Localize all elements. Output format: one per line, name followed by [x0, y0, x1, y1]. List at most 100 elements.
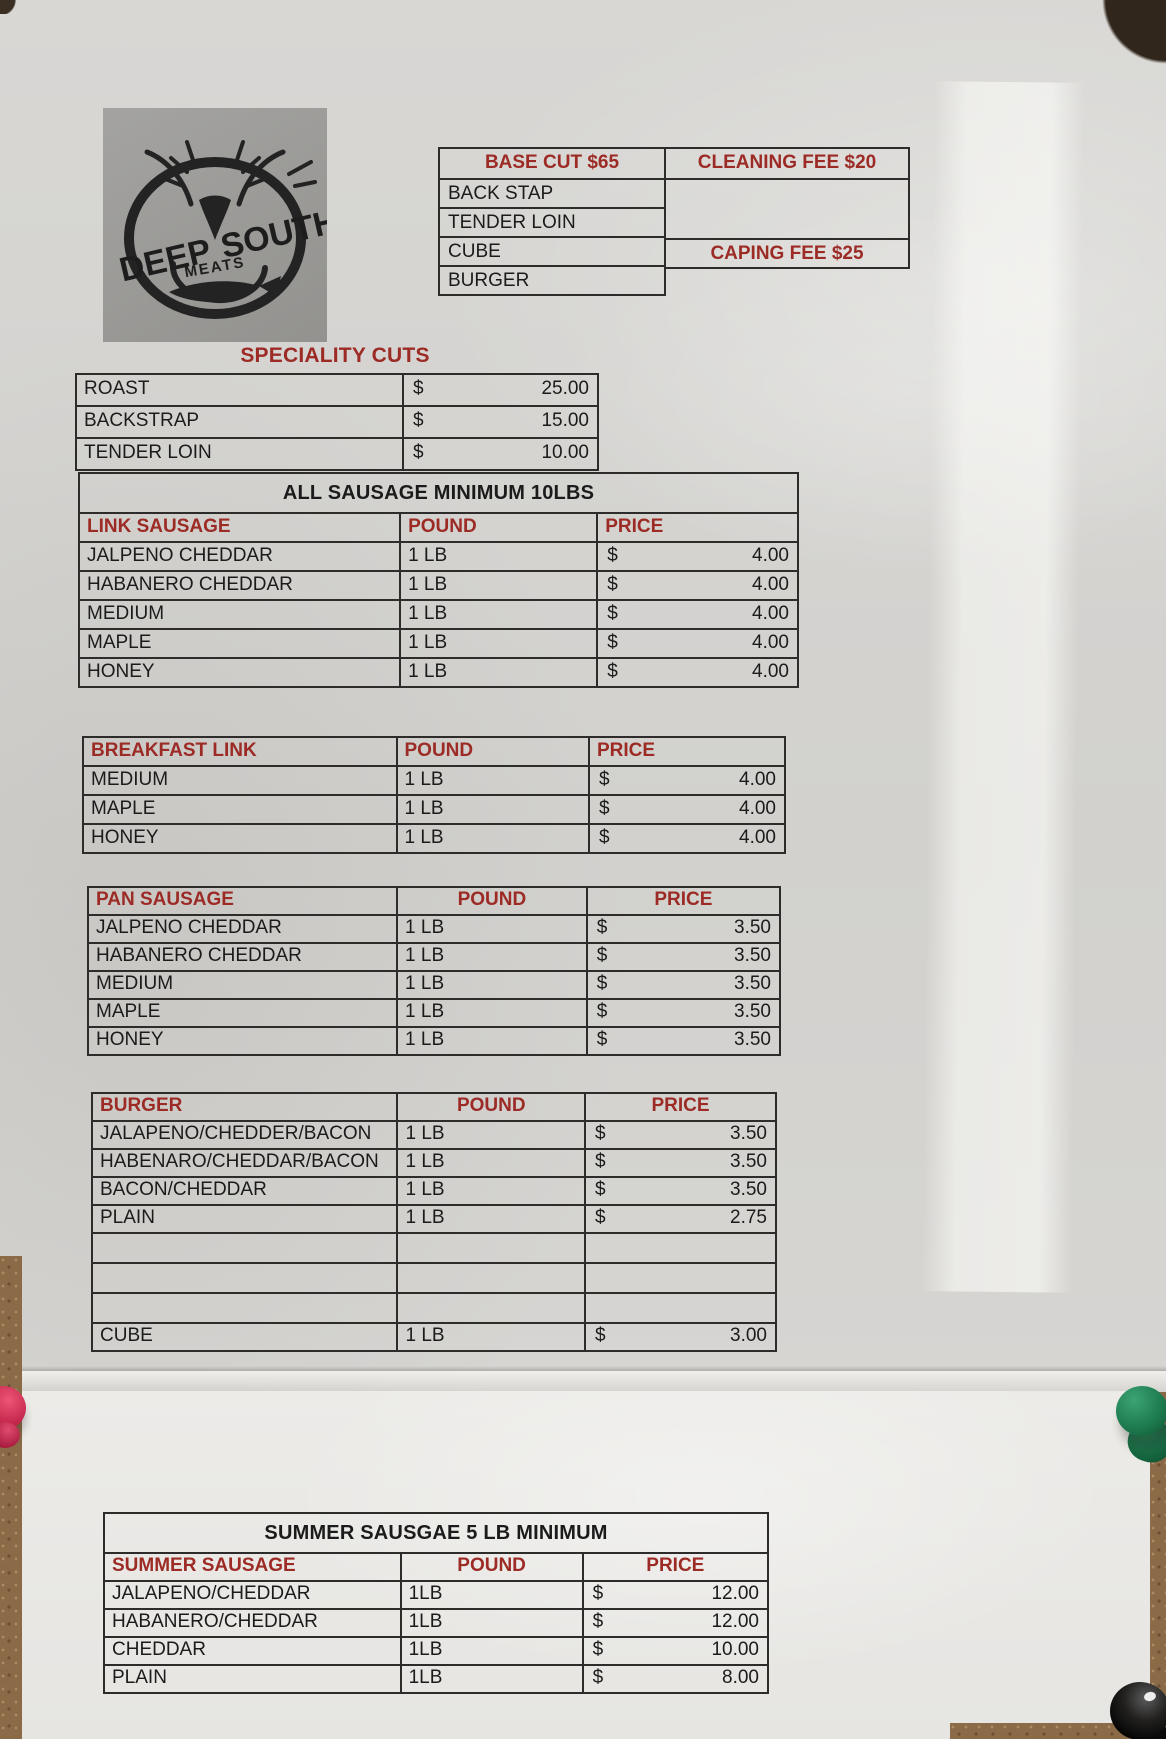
burger-table: BURGER POUND PRICE JALAPENO/CHEDDER/BACON 1 … — [91, 1092, 777, 1352]
cleaning-fee: CLEANING FEE $20 — [697, 152, 877, 173]
currency-sign: $ — [595, 1179, 606, 1200]
speciality-cuts-table: ROAST $25.00 BACKSTRAP $15.00 TENDER LOIN $10… — [75, 373, 599, 471]
table-row: MEDIUM 1 LB $4.00 — [80, 599, 797, 628]
item-name: JALPENO CHEDDAR — [96, 917, 282, 938]
price-amount: 10.00 — [541, 442, 589, 463]
table-row: MAPLE 1 LB $4.00 — [84, 794, 784, 823]
pushpin-green — [1116, 1386, 1166, 1436]
base-cut-table: BASE CUT $65 BACK STAP TENDER LOIN CUBE … — [438, 147, 910, 296]
paper-sheet-bottom — [20, 1391, 1152, 1739]
item-price: $10.00 — [581, 1638, 767, 1664]
item-price: $4.00 — [596, 659, 797, 686]
currency-sign: $ — [595, 1207, 606, 1228]
table-row: TENDER LOIN — [440, 207, 664, 236]
item-price: $3.50 — [585, 944, 779, 970]
price-amount: 3.50 — [734, 973, 771, 994]
item-pound: 1LB — [399, 1582, 582, 1608]
item-name: BACON/CHEDDAR — [100, 1179, 267, 1200]
item-price: $2.75 — [584, 1206, 775, 1232]
base-cut-column: BASE CUT $65 BACK STAP TENDER LOIN CUBE … — [438, 147, 666, 296]
empty-row — [93, 1232, 775, 1262]
item-name: TENDER LOIN — [84, 442, 212, 463]
corkboard-right-edge — [1150, 1420, 1166, 1739]
item-name: HONEY — [96, 1029, 164, 1050]
currency-sign: $ — [595, 1151, 606, 1172]
table-row: HONEY 1 LB $4.00 — [80, 657, 797, 686]
currency-sign: $ — [607, 574, 618, 595]
table-row: MEDIUM 1 LB $4.00 — [84, 765, 784, 794]
item-price: $4.00 — [588, 825, 784, 852]
table-row: PLAIN 1 LB $2.75 — [93, 1204, 775, 1232]
item-name: PLAIN — [100, 1207, 155, 1228]
column-header: PRICE — [585, 888, 779, 914]
item-name: ROAST — [84, 378, 150, 399]
table-header-row: BREAKFAST LINK POUND PRICE — [84, 738, 784, 765]
currency-sign: $ — [413, 378, 424, 399]
item-price: $3.50 — [585, 972, 779, 998]
corkboard-left-edge — [0, 1256, 22, 1739]
table-row: BACKSTRAP $15.00 — [77, 405, 597, 437]
table-row: CUBE 1 LB $3.00 — [93, 1322, 775, 1350]
item-pound: 1 LB — [396, 944, 586, 970]
table-row: TENDER LOIN $10.00 — [77, 437, 597, 469]
item-pound: 1 LB — [396, 1206, 584, 1232]
empty-row — [93, 1262, 775, 1292]
item-price: $10.00 — [402, 439, 597, 469]
item-price: $4.00 — [596, 543, 797, 570]
price-amount: 15.00 — [541, 410, 589, 431]
item-price: $3.50 — [585, 916, 779, 942]
item-pound: 1 LB — [396, 1150, 584, 1176]
price-amount: 3.50 — [734, 1001, 771, 1022]
item-name: MAPLE — [87, 632, 152, 653]
price-amount: 10.00 — [711, 1639, 759, 1660]
price-amount: 3.50 — [734, 917, 771, 938]
table-row: HABENARO/CHEDDAR/BACON 1 LB $3.50 — [93, 1148, 775, 1176]
table-row: HONEY 1 LB $3.50 — [89, 1026, 779, 1054]
item-pound: 1 LB — [399, 630, 596, 657]
currency-sign: $ — [413, 442, 424, 463]
logo-graphic: DEEP SOUTH MEATS — [116, 140, 327, 319]
item-pound: 1 LB — [396, 1324, 584, 1350]
item-pound: 1 LB — [396, 916, 586, 942]
table-header-row: LINK SAUSAGE POUND PRICE — [80, 514, 797, 541]
corkboard-bottom-edge — [950, 1723, 1166, 1739]
item-name: MEDIUM — [96, 973, 174, 994]
currency-sign: $ — [596, 973, 608, 994]
item-name: CUBE — [100, 1325, 153, 1346]
speciality-cuts-title: SPECIALITY CUTS — [240, 344, 430, 367]
price-amount: 25.00 — [541, 378, 589, 399]
price-amount: 4.00 — [752, 632, 789, 653]
column-header: BREAKFAST LINK — [91, 740, 257, 761]
currency-sign: $ — [596, 1001, 608, 1022]
item-pound: 1 LB — [396, 972, 586, 998]
item-pound: 1 LB — [396, 1000, 586, 1026]
table-row: JALAPENO/CHEDDAR 1LB $12.00 — [105, 1580, 767, 1608]
item-name: JALAPENO/CHEDDAR — [112, 1583, 311, 1604]
item-pound: 1LB — [399, 1638, 582, 1664]
table-banner: SUMMER SAUSGAE 5 LB MINIMUM — [105, 1514, 767, 1554]
table-header-row: BURGER POUND PRICE — [93, 1094, 775, 1120]
column-header: POUND — [395, 738, 589, 765]
table-row: JALPENO CHEDDAR 1 LB $4.00 — [80, 541, 797, 570]
column-header: PRICE — [596, 514, 797, 541]
column-header: POUND — [396, 888, 586, 914]
empty-cell — [584, 1234, 775, 1262]
currency-sign: $ — [607, 661, 618, 682]
link-sausage-table: ALL SAUSAGE MINIMUM 10LBS LINK SAUSAGE POU… — [78, 472, 799, 688]
summer-sausage-table: SUMMER SAUSGAE 5 LB MINIMUM SUMMER SAUSAG… — [103, 1512, 769, 1694]
pushpin-black — [1110, 1682, 1166, 1739]
item-pound: 1 LB — [396, 1122, 584, 1148]
item-pound: 1LB — [399, 1666, 582, 1692]
column-header: SUMMER SAUSAGE — [112, 1555, 296, 1576]
item-price: $15.00 — [402, 407, 597, 437]
item-price: $3.50 — [584, 1122, 775, 1148]
empty-cell — [93, 1294, 396, 1322]
currency-sign: $ — [607, 632, 618, 653]
currency-sign: $ — [592, 1611, 604, 1632]
item-price: $3.00 — [584, 1324, 775, 1350]
column-header: POUND — [396, 1094, 584, 1120]
table-header-row: SUMMER SAUSAGE POUND PRICE — [105, 1554, 767, 1580]
table-row: ROAST $25.00 — [77, 375, 597, 405]
currency-sign: $ — [607, 603, 618, 624]
item-price: $25.00 — [402, 375, 597, 405]
